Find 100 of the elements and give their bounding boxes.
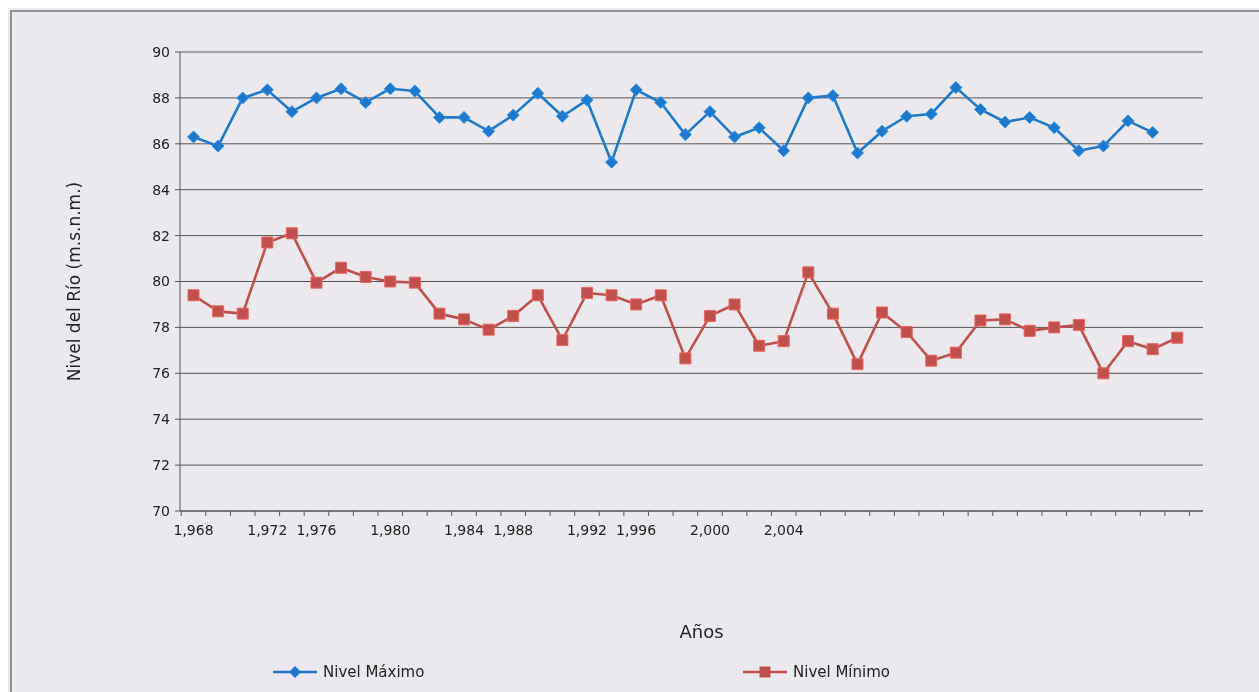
point — [753, 339, 766, 352]
y-tick-label: 80 — [152, 273, 170, 290]
point — [335, 261, 348, 274]
point — [802, 266, 815, 279]
x-tick-label: 2,000 — [689, 522, 730, 538]
point — [236, 307, 249, 320]
point — [654, 95, 668, 109]
point — [310, 276, 323, 289]
point — [777, 335, 790, 348]
point — [1146, 343, 1159, 356]
y-tick-label: 86 — [152, 135, 171, 152]
point — [1072, 319, 1085, 332]
x-tick-label: 1,980 — [370, 522, 411, 538]
point — [285, 227, 298, 240]
point — [973, 102, 987, 116]
point — [1171, 331, 1184, 344]
point — [925, 354, 938, 367]
y-tick-label: 84 — [152, 181, 171, 198]
point — [949, 346, 962, 359]
point — [383, 82, 397, 96]
point — [629, 83, 643, 97]
point — [482, 124, 496, 138]
point — [580, 93, 594, 107]
point — [359, 95, 373, 109]
point — [359, 270, 372, 283]
point — [482, 323, 495, 336]
point — [261, 236, 274, 249]
point — [1048, 321, 1061, 334]
point — [1096, 139, 1110, 153]
point — [605, 155, 619, 169]
point — [309, 91, 323, 105]
point — [457, 110, 471, 124]
point — [924, 107, 938, 121]
point — [408, 84, 422, 98]
point — [679, 352, 692, 365]
point — [1023, 324, 1036, 337]
point — [851, 358, 864, 371]
point — [974, 314, 987, 327]
x-tick-label: 1,996 — [616, 522, 657, 538]
point — [1072, 144, 1086, 158]
point — [703, 309, 716, 322]
point — [826, 89, 840, 103]
point — [703, 105, 717, 119]
point — [876, 306, 889, 319]
point — [187, 289, 200, 302]
point — [506, 108, 520, 122]
y-tick-label: 78 — [152, 319, 170, 336]
point — [408, 276, 421, 289]
point — [998, 115, 1012, 129]
y-tick-label: 82 — [152, 227, 170, 244]
point — [1097, 367, 1110, 380]
point — [630, 298, 643, 311]
y-tick-label: 90 — [152, 43, 170, 60]
point — [507, 309, 520, 322]
point — [1122, 335, 1134, 348]
legend-label: Nivel Máximo — [323, 663, 425, 682]
point — [458, 313, 471, 326]
point — [949, 81, 963, 95]
point — [900, 325, 913, 338]
y-tick-label: 88 — [152, 89, 170, 106]
x-axis-title: Años — [679, 621, 724, 642]
point — [334, 82, 348, 96]
point — [556, 334, 569, 347]
point — [260, 83, 274, 97]
point — [433, 307, 446, 320]
point — [432, 110, 446, 124]
x-tick-label: 1,992 — [566, 522, 608, 538]
y-tick-label: 70 — [152, 502, 170, 519]
point — [1146, 125, 1160, 139]
point — [531, 86, 545, 100]
point — [728, 130, 742, 144]
point — [777, 144, 791, 158]
point — [999, 313, 1012, 326]
point — [826, 307, 839, 320]
y-tick-label: 76 — [152, 365, 171, 382]
point — [1023, 110, 1037, 124]
point — [654, 289, 667, 302]
point — [605, 289, 618, 302]
point — [384, 275, 397, 288]
point — [900, 109, 914, 123]
point — [555, 109, 569, 123]
point — [801, 91, 815, 105]
x-tick-label: 1,968 — [173, 522, 214, 538]
x-tick-label: 1,984 — [443, 522, 485, 538]
point — [678, 128, 692, 142]
point — [285, 105, 299, 119]
x-tick-label: 1,988 — [493, 522, 534, 538]
point — [850, 146, 864, 160]
point — [236, 91, 250, 105]
point — [531, 289, 544, 302]
point — [752, 121, 766, 135]
y-axis-title: Nivel del Río (m.s.n.m.) — [64, 181, 84, 382]
y-tick-label: 72 — [152, 457, 170, 473]
point — [187, 130, 201, 144]
point — [1121, 114, 1135, 128]
x-tick-label: 2,004 — [763, 522, 804, 538]
x-tick-label: 1,976 — [296, 522, 337, 538]
point — [580, 286, 593, 299]
point — [212, 305, 225, 318]
point — [875, 124, 889, 138]
